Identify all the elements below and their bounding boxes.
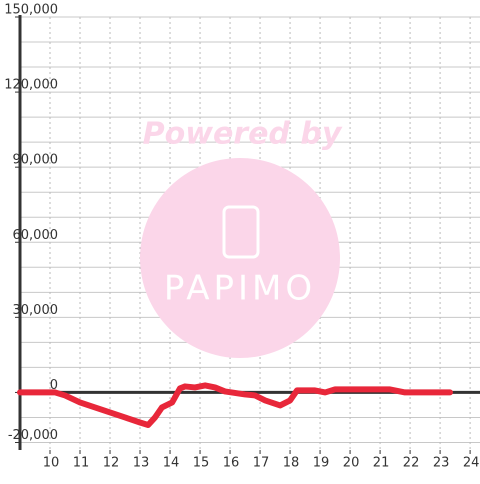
x-tick-label: 10 [43, 456, 60, 471]
x-tick-label: 17 [253, 456, 270, 471]
x-tick-label: 16 [223, 456, 240, 471]
watermark-title: Powered by [143, 117, 343, 152]
x-tick-label: 21 [373, 456, 390, 471]
x-tick-label: 22 [403, 456, 420, 471]
y-tick-label: 120,000 [4, 78, 58, 93]
x-tick-label: 19 [313, 456, 330, 471]
y-tick-label: 30,000 [13, 303, 59, 318]
y-tick-label: 150,000 [4, 3, 58, 18]
x-tick-label: 12 [103, 456, 120, 471]
x-tick-label: 11 [73, 456, 90, 471]
y-tick-label: 90,000 [13, 153, 59, 168]
watermark-logo: PAPIMO [164, 269, 316, 309]
x-tick-label: 23 [433, 456, 450, 471]
watermark: Powered by PAPIMO [140, 117, 343, 358]
y-tick-label: 0 [50, 378, 58, 393]
x-tick-label: 24 [463, 456, 480, 471]
y-tick-label: -20,000 [8, 428, 58, 443]
y-tick-label: 60,000 [13, 228, 59, 243]
line [17, 382, 453, 428]
x-tick-label: 20 [343, 456, 360, 471]
x-tick-label: 13 [133, 456, 150, 471]
x-tick-label: 15 [193, 456, 210, 471]
x-tick-label: 14 [163, 456, 180, 471]
x-tick-label: 18 [283, 456, 300, 471]
